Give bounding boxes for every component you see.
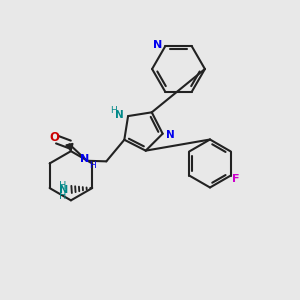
Text: H: H (59, 190, 67, 201)
Text: H: H (59, 181, 67, 191)
Text: O: O (50, 131, 59, 144)
Text: N: N (115, 110, 124, 120)
Polygon shape (66, 143, 73, 151)
Text: H: H (89, 161, 96, 170)
Text: N: N (153, 40, 162, 50)
Text: N: N (58, 185, 68, 196)
Text: N: N (80, 154, 89, 164)
Text: N: N (167, 130, 175, 140)
Text: F: F (232, 174, 240, 184)
Text: H: H (110, 106, 117, 115)
